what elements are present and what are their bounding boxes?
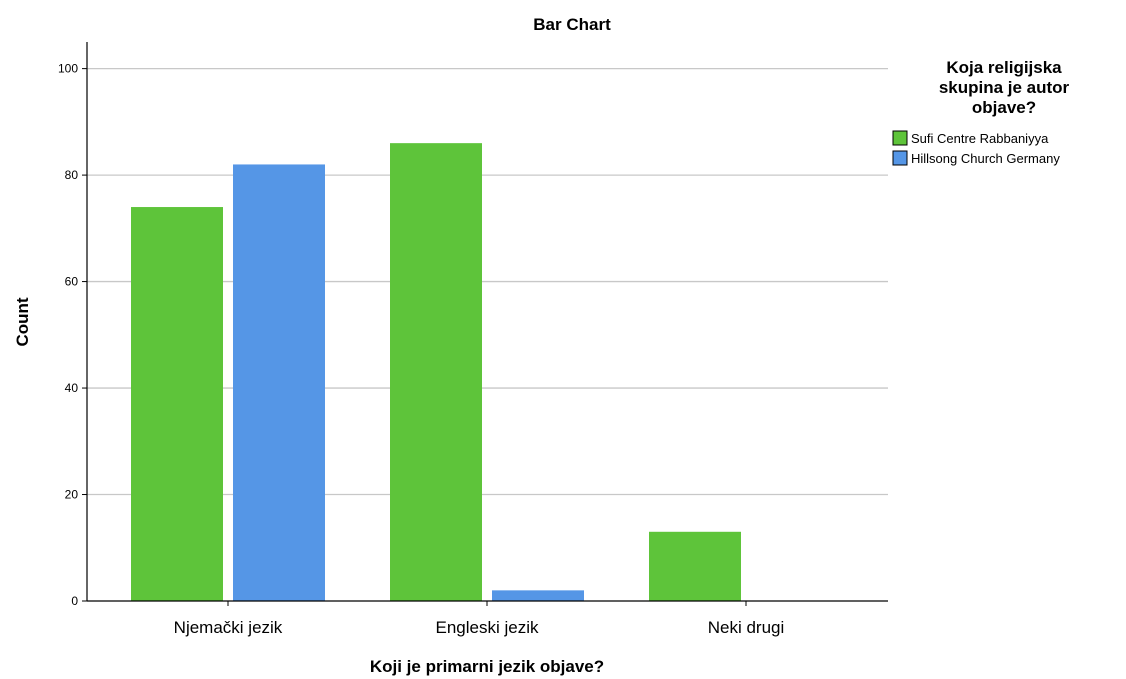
x-tick-label: Engleski jezik	[436, 618, 539, 637]
y-tick-label: 100	[58, 62, 78, 76]
legend-title-line-1: Koja religijska	[946, 58, 1062, 77]
bar	[233, 164, 325, 601]
y-tick-label: 60	[65, 275, 79, 289]
y-tick-label: 0	[71, 594, 78, 608]
legend-label: Hillsong Church Germany	[911, 151, 1060, 166]
bar	[492, 590, 584, 601]
chart-title: Bar Chart	[533, 15, 611, 34]
bar	[131, 207, 223, 602]
legend-title-line-2: skupina je autor	[939, 78, 1070, 97]
x-axis-title: Koji je primarni jezik objave?	[370, 657, 604, 676]
bar	[390, 143, 482, 601]
legend-label: Sufi Centre Rabbaniyya	[911, 131, 1049, 146]
y-tick-label: 20	[65, 488, 79, 502]
x-tick-label: Neki drugi	[708, 618, 785, 637]
legend-swatch	[892, 150, 908, 166]
x-tick-labels: Njemački jezik Engleski jezik Neki drugi	[174, 601, 785, 637]
bars	[131, 143, 741, 602]
legend: Koja religijska skupina je autor objave?…	[892, 58, 1070, 166]
legend-swatch	[892, 130, 908, 146]
y-tick-labels: 0 20 40 60 80 100	[58, 62, 87, 608]
y-tick-label: 40	[65, 381, 79, 395]
y-axis-title: Count	[13, 297, 32, 346]
bar	[649, 531, 741, 601]
legend-title-line-3: objave?	[972, 98, 1036, 117]
y-tick-label: 80	[65, 168, 79, 182]
x-tick-label: Njemački jezik	[174, 618, 283, 637]
legend-items: Sufi Centre Rabbaniyya Hillsong Church Ge…	[892, 130, 1060, 166]
